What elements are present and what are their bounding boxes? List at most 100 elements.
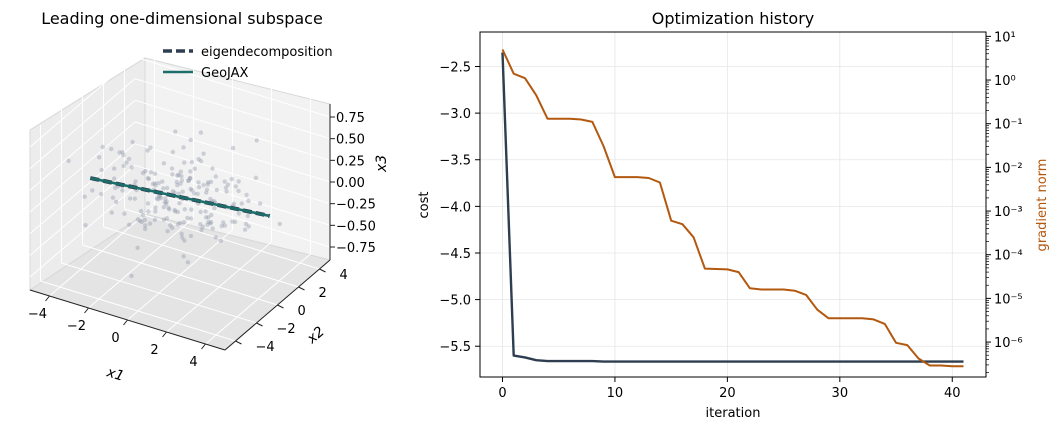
scatter-point [164,216,170,221]
panel-optimization-history: Optimization history 0 10 20 30 40 −5.5 −5.0 −4… [417,9,1050,421]
scatter-point [208,220,214,225]
scatter-point [239,201,244,206]
scatter-point [161,186,166,191]
y-tick-label: −2.5 [439,61,471,76]
scatter-point [113,185,118,191]
scatter-point [218,238,224,243]
scatter-point [244,192,249,198]
y2-tick-label: 10⁻⁴ [994,249,1023,264]
scatter-point [147,221,153,226]
scatter-point [66,158,71,164]
scatter-point [140,212,146,218]
scatter-point [206,215,211,220]
scatter-point [146,176,151,182]
x2-tick [256,322,263,327]
scatter-point [164,199,169,204]
scatter-point [90,188,95,193]
scatter-point [208,179,214,185]
scatter-point [173,209,178,214]
scatter-point [204,190,209,195]
scatter-point [143,168,148,174]
scatter-point [161,217,167,222]
scatter-point [181,220,187,225]
scatter-point [236,188,241,194]
y2-tick-label: 10¹ [994,30,1016,45]
y-tick-label: −3.0 [439,107,471,122]
scatter-point [99,167,104,173]
y2-tick-label: 10⁰ [994,74,1016,89]
x-tick-label: 40 [944,386,961,401]
panel-3d-subspace: Leading one-dimensional subspace −4−2024… [28,9,390,385]
scatter-point [166,205,171,210]
scatter-point [236,179,241,184]
scatter-point [117,150,122,155]
x-axis-label: iteration [706,406,761,421]
y2-tick-label: 10⁻⁵ [994,292,1023,307]
scatter-point [133,179,138,184]
scatter-point [138,208,144,214]
panel-opt-title: Optimization history [652,9,814,28]
scatter-point [185,260,191,265]
scatter-point [170,189,176,194]
scatter-point [277,221,282,227]
scatter-point [169,166,175,171]
scatter-point [178,181,183,186]
scatter-point [196,184,202,190]
scatter-point [109,146,114,152]
scatter-point [200,224,205,229]
scatter-point [225,182,231,187]
scatter-point [188,176,193,181]
scatter-point [124,160,129,165]
scatter-point [199,227,204,233]
scatter-point [158,195,164,201]
series-2d [501,49,964,368]
x2-tick-label: 2 [319,286,327,301]
x-tick-label: 20 [719,386,736,401]
subspace-lines [89,176,271,218]
x1-tick [201,343,206,350]
scatter-point [126,156,132,162]
scatter-point [214,187,219,193]
scatter-point [135,217,141,222]
scatter-point [246,198,251,204]
scatter-point [100,144,106,150]
x3-tick-label: 0.25 [336,154,365,169]
x3-tick-label: −0.25 [336,198,376,213]
plot-frame [479,31,987,378]
x1-tick-label: −2 [67,319,86,334]
scatter-point [212,206,217,211]
y2-tick-label: 10⁻¹ [994,118,1023,133]
grid-3d [29,50,331,345]
y2-tick-label: 10⁻³ [994,205,1023,220]
scatter-point [161,205,166,210]
y2-axis-label-gradnorm: gradient norm [1035,159,1050,252]
scatter-point [223,185,229,190]
scatter-point [242,227,248,232]
scatter-point [186,178,191,183]
scatter-point [213,174,218,179]
x2-tick-label: −4 [256,340,275,355]
x-tick-label: 30 [832,386,849,401]
scatter-point [182,160,187,165]
grid-left-z [29,78,136,170]
grid-left-z [29,56,136,148]
scatter-point [198,130,204,135]
grid-floor-y [124,208,320,270]
scatter-point [178,169,183,174]
grid-back-z [134,186,331,248]
scatter-point [156,197,161,202]
scatter-point [160,179,165,184]
x1-tick [162,331,167,338]
scatter-point [198,209,203,215]
scatter-point [187,175,193,181]
scatter-point [153,183,158,188]
scatter-point [163,196,168,201]
scatter-point [121,152,126,158]
scatter-point [189,207,194,212]
scatter-point [213,235,219,240]
scatter-point [152,171,158,176]
scatter-point [210,226,215,231]
scatter-point [164,201,169,207]
scatter-point [254,138,259,143]
